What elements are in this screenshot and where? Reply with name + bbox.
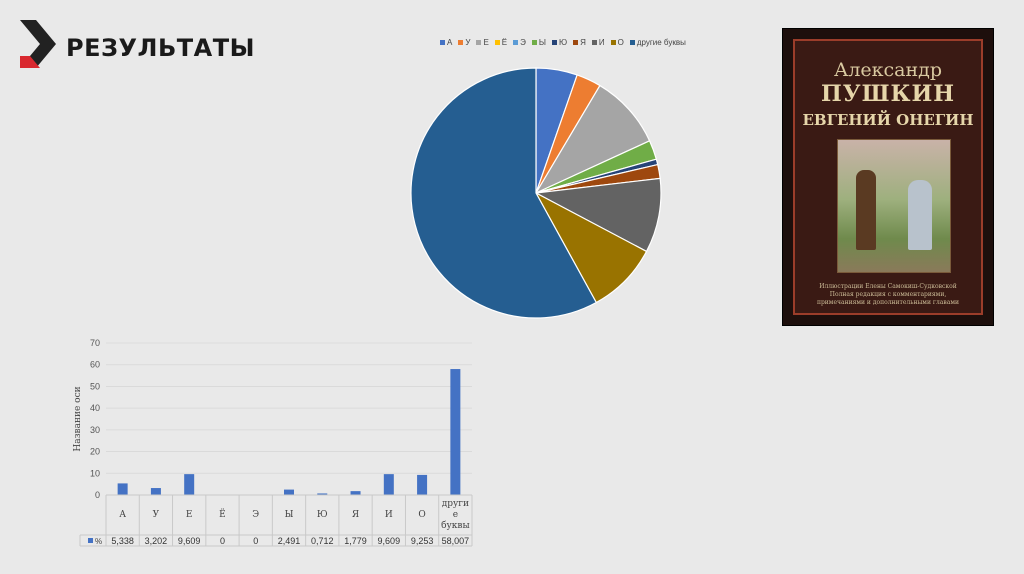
x-category-label: Э xyxy=(252,510,259,520)
book-author-last: ПУШКИН xyxy=(820,81,956,107)
legend-swatch xyxy=(440,40,445,45)
table-value: 9,609 xyxy=(178,536,201,546)
legend-label: Я xyxy=(580,38,586,47)
legend-item: А xyxy=(440,38,452,47)
table-legend-swatch xyxy=(88,538,93,543)
table-value: 0 xyxy=(220,536,225,546)
legend-label: Е xyxy=(483,38,489,47)
bar xyxy=(450,369,461,495)
table-value: 0 xyxy=(253,536,258,546)
book-illustration xyxy=(837,139,951,273)
x-category-label: Ё xyxy=(219,508,226,520)
pie-slice-3 xyxy=(534,84,651,195)
legend-label: И xyxy=(598,38,605,47)
legend-swatch xyxy=(591,40,597,45)
table-value: 58,007 xyxy=(442,536,470,546)
bar xyxy=(417,474,428,495)
x-category-label: У xyxy=(153,510,160,520)
table-value: 3,202 xyxy=(145,536,168,546)
legend-label: Ы xyxy=(538,38,546,47)
book-caption-line: примечаниями и дополнительными главами xyxy=(816,299,960,306)
book-cover: Александр ПУШКИН ЕВГЕНИЙ ОНЕГИН Иллюстра… xyxy=(782,28,994,326)
table-value: 1,779 xyxy=(344,536,367,546)
x-category-label: И xyxy=(385,510,393,520)
x-category-label: Ы xyxy=(285,510,294,520)
legend-swatch xyxy=(458,40,464,45)
table-value: 9,253 xyxy=(411,536,434,546)
legend-swatch xyxy=(551,40,557,45)
legend-label: У xyxy=(465,38,471,47)
x-category-label: е xyxy=(453,510,458,520)
legend-swatch xyxy=(610,40,616,45)
bar xyxy=(350,491,361,495)
table-value: 2,491 xyxy=(278,536,301,546)
table-value: 0,712 xyxy=(311,536,334,546)
legend-item: И xyxy=(591,38,605,47)
bar xyxy=(150,488,161,495)
book-caption-line: Полная редакция с комментариями, xyxy=(829,291,947,298)
bar xyxy=(117,483,128,495)
x-category-label: А xyxy=(119,510,126,520)
legend-item: Ы xyxy=(531,38,546,47)
y-tick-label: 70 xyxy=(90,338,100,348)
legend-swatch xyxy=(629,40,635,45)
legend-label: другие буквы xyxy=(636,38,686,47)
y-tick-label: 40 xyxy=(90,403,100,413)
legend-item: Ю xyxy=(551,38,568,47)
legend-label: Э xyxy=(520,38,526,47)
legend-swatch xyxy=(573,40,579,45)
x-category-label: Ю xyxy=(317,510,328,520)
bar xyxy=(317,493,328,495)
x-category-label: Е xyxy=(186,510,193,520)
y-axis-title: Название оси xyxy=(73,386,83,451)
x-category-label: други xyxy=(442,499,469,509)
legend-item: Я xyxy=(573,38,586,47)
x-category-label: буквы xyxy=(441,520,470,531)
table-series-name: % xyxy=(95,537,102,546)
legend-item: Э xyxy=(513,38,526,47)
legend-swatch xyxy=(476,40,482,45)
bar-chart: Название оси 0 10 20 30 40 50 60 70 А У Е Ё Э Ы Ю Я И Одру… xyxy=(73,338,473,547)
legend-item: другие буквы xyxy=(629,38,686,47)
legend-item: У xyxy=(458,38,470,47)
y-tick-label: 50 xyxy=(90,381,100,391)
y-tick-label: 10 xyxy=(90,468,100,478)
book-caption: Иллюстрации Елены Самокиш-Судковской Пол… xyxy=(801,283,975,307)
bar xyxy=(184,474,195,495)
illustration-figure-woman xyxy=(908,180,932,250)
book-caption-line: Иллюстрации Елены Самокиш-Судковской xyxy=(819,283,957,290)
legend-label: О xyxy=(617,38,624,47)
legend-label: Ю xyxy=(558,38,568,47)
y-tick-label: 60 xyxy=(90,360,100,370)
table-value: 5,338 xyxy=(111,536,134,546)
pie-slice-9 xyxy=(534,177,662,253)
legend-swatch xyxy=(531,40,537,45)
table-value: 9,609 xyxy=(378,536,401,546)
legend-item: Ё xyxy=(494,38,508,47)
legend-swatch xyxy=(513,40,519,45)
bar xyxy=(284,489,294,495)
bar xyxy=(383,474,394,495)
x-category-label: О xyxy=(418,510,425,520)
illustration-figure-man xyxy=(856,170,876,250)
legend-swatch xyxy=(494,40,500,45)
y-tick-label: 0 xyxy=(95,490,100,500)
book-title: ЕВГЕНИЙ ОНЕГИН xyxy=(802,111,974,129)
legend-item: О xyxy=(610,38,624,47)
logo-chevron-icon xyxy=(20,20,56,68)
pie-chart xyxy=(410,67,662,319)
x-category-label: Я xyxy=(352,510,359,520)
page-title: РЕЗУЛЬТАТЫ xyxy=(66,34,255,62)
pie-slice-11 xyxy=(410,67,598,319)
legend-label: Ё xyxy=(501,38,508,47)
legend-item: Е xyxy=(476,38,489,47)
book-author-first: Александр xyxy=(833,59,943,81)
legend-label: А xyxy=(447,38,453,47)
y-tick-label: 20 xyxy=(90,447,100,457)
y-tick-label: 30 xyxy=(90,425,100,435)
